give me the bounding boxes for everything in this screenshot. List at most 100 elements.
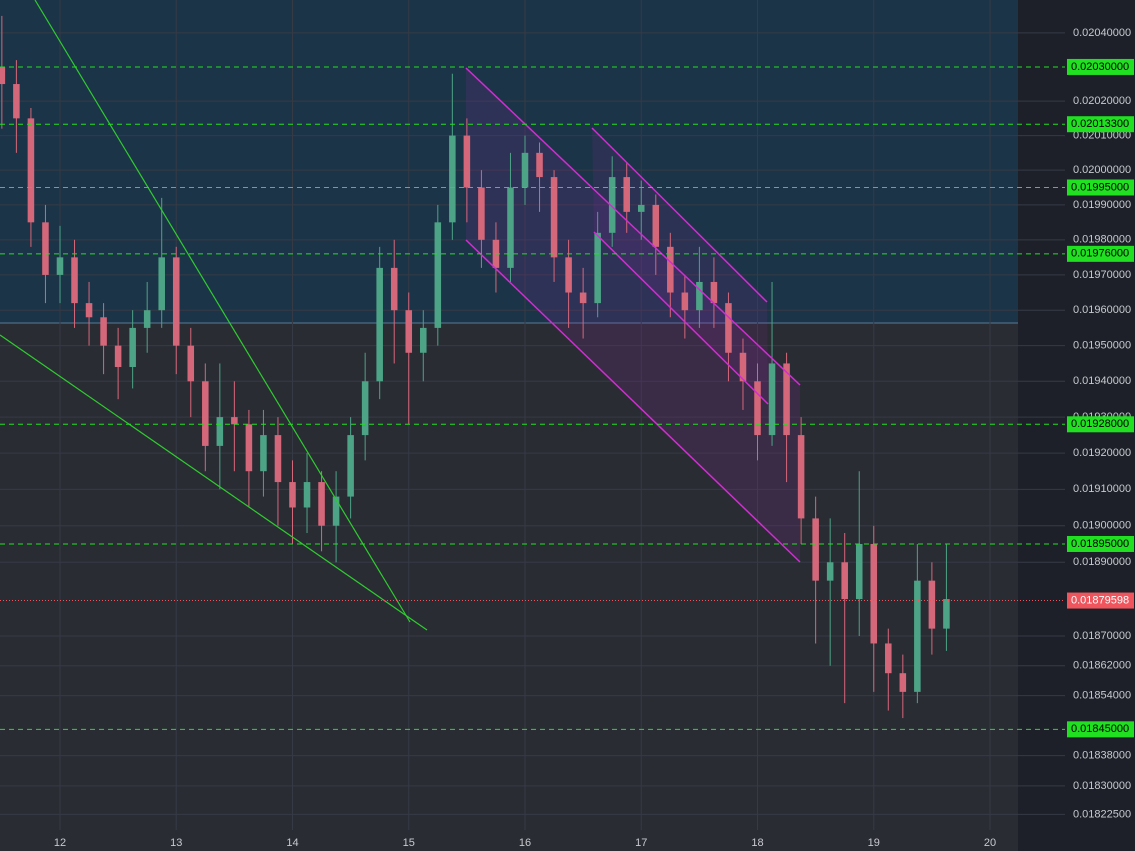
candle-body (187, 345, 195, 382)
channel-line (593, 231, 769, 405)
candle-body (42, 222, 49, 275)
candle-body (129, 327, 136, 368)
candle-body (579, 292, 587, 304)
y-tick-label: 0.02020000 (1073, 95, 1131, 107)
candle-body (260, 435, 267, 472)
level-label: 0.01995000 (1071, 181, 1129, 193)
level-label-box (1067, 116, 1134, 133)
candle-body (245, 424, 253, 472)
y-tick-label: 0.02040000 (1073, 27, 1131, 39)
y-tick-label: 0.01830000 (1073, 780, 1131, 792)
candle-body (289, 482, 296, 508)
candle-body (826, 562, 834, 581)
candle-body (550, 177, 558, 258)
candle-body (594, 232, 601, 304)
x-tick-label: 19 (868, 837, 880, 849)
level-label: 0.01976000 (1071, 248, 1129, 260)
candle-body (885, 643, 892, 674)
candle-body (231, 417, 238, 425)
candle-body (637, 204, 645, 212)
candle-body (725, 303, 732, 353)
y-tick-label: 0.01950000 (1073, 340, 1131, 352)
level-label: 0.02013300 (1071, 118, 1129, 130)
candles (0, 15, 950, 719)
level-label-box (1067, 245, 1134, 262)
y-tick-label: 0.01822500 (1073, 808, 1131, 820)
candle-body (783, 363, 790, 436)
candle-body (202, 381, 209, 446)
y-tick-label: 0.02000000 (1073, 164, 1131, 176)
candle-body (608, 177, 616, 233)
candle-body (507, 187, 514, 268)
trend-line (34, 0, 411, 623)
candle-body (361, 381, 369, 436)
candle-body (0, 66, 6, 85)
x-tick-label: 15 (403, 837, 415, 849)
candle-body (318, 482, 325, 526)
level-label-box (1067, 535, 1134, 552)
y-tick-label: 0.01920000 (1073, 447, 1131, 459)
candle-body (56, 257, 64, 275)
zone-highlight (0, 0, 1018, 323)
candle-body (696, 281, 703, 311)
candle-body (710, 281, 718, 304)
candle-body (303, 482, 311, 508)
level-label-box (1067, 416, 1134, 433)
candle-body (100, 317, 107, 346)
candle-body (158, 257, 165, 311)
level-label-box (1067, 58, 1134, 75)
candle-body (768, 363, 776, 436)
channel-fill (466, 68, 800, 562)
candle-body (667, 246, 674, 293)
x-tick-label: 14 (286, 837, 298, 849)
candle-body (420, 327, 427, 353)
y-tick-label: 0.01940000 (1073, 375, 1131, 387)
candle-body (754, 381, 761, 436)
y-tick-label: 0.01980000 (1073, 234, 1131, 246)
candle-body (681, 292, 689, 311)
candle-body (521, 152, 529, 188)
candle-body (13, 84, 20, 119)
candle-body (216, 417, 224, 446)
level-label: 0.01845000 (1071, 723, 1129, 735)
x-tick-label: 17 (635, 837, 647, 849)
level-label: 0.02030000 (1071, 61, 1129, 73)
candle-body (449, 135, 456, 223)
candle-body (332, 496, 340, 526)
future-area (1018, 0, 1065, 851)
candle-body (536, 152, 543, 178)
drawing-lines (0, 0, 801, 631)
candle-body (623, 177, 630, 212)
candle-body (376, 267, 383, 382)
x-tick-label: 12 (54, 837, 66, 849)
candle-body (899, 673, 907, 692)
y-tick-label: 0.01890000 (1073, 556, 1131, 568)
level-label-box (1067, 721, 1134, 738)
y-tick-label: 0.01900000 (1073, 520, 1131, 532)
level-label-box (1067, 179, 1134, 196)
candle-body (943, 599, 950, 629)
last-price-box (1067, 592, 1134, 609)
candle-body (812, 518, 819, 581)
y-tick-label: 0.01870000 (1073, 630, 1131, 642)
y-tick-label: 0.01960000 (1073, 304, 1131, 316)
y-tick-label: 0.01838000 (1073, 750, 1131, 762)
candle-body (143, 310, 151, 328)
channel-line (465, 239, 801, 563)
axes: 0.02040000 0.02020000 0.02010000 0.02000000… (54, 27, 1131, 849)
last-price-label: 0.01879598 (1071, 594, 1129, 606)
candle-body (870, 543, 878, 644)
candle-body (85, 303, 93, 318)
candle-body (71, 257, 78, 304)
x-tick-label: 16 (519, 837, 531, 849)
trend-line (0, 334, 428, 631)
candle-body (739, 352, 747, 382)
x-tick-label: 13 (170, 837, 182, 849)
candle-body (347, 435, 354, 497)
channel-fill (592, 128, 768, 404)
candle-body (114, 345, 122, 368)
channel-line (591, 127, 768, 303)
candle-body (928, 580, 936, 629)
